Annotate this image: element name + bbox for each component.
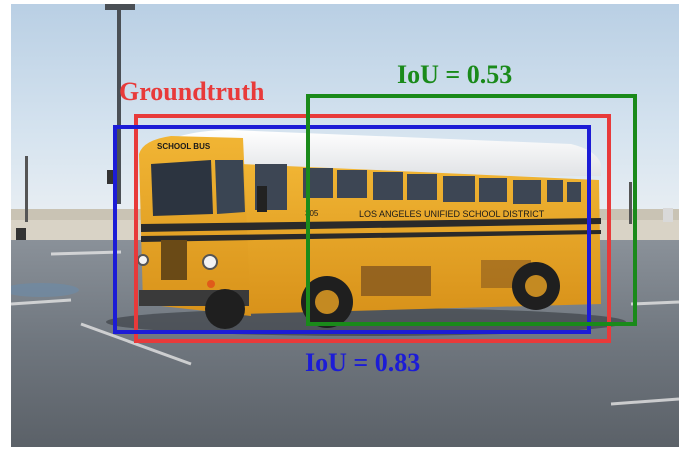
- trash-bin: [16, 228, 26, 240]
- prediction-box-green: [306, 94, 637, 326]
- sign-right: [663, 208, 673, 222]
- bus-photo: LOS ANGELES UNIFIED SCHOOL DISTRICT SCHO…: [11, 4, 679, 447]
- prediction-box-blue: [113, 125, 591, 334]
- bus-front-text: SCHOOL BUS: [157, 142, 211, 151]
- groundtruth-box: [134, 114, 611, 343]
- lot-lines: [11, 250, 679, 406]
- groundtruth-label: Groundtruth: [119, 77, 265, 106]
- bus-side-text: LOS ANGELES UNIFIED SCHOOL DISTRICT: [359, 209, 545, 219]
- iou-blue-label: IoU = 0.83: [305, 348, 421, 377]
- bus-number: 305: [305, 209, 319, 218]
- iou-green-label: IoU = 0.53: [397, 60, 513, 89]
- puddle: [11, 283, 79, 297]
- school-bus: LOS ANGELES UNIFIED SCHOOL DISTRICT SCHO…: [107, 130, 601, 329]
- pole-left: [25, 156, 28, 222]
- pole-right: [629, 182, 632, 224]
- lamp-post: [105, 4, 135, 204]
